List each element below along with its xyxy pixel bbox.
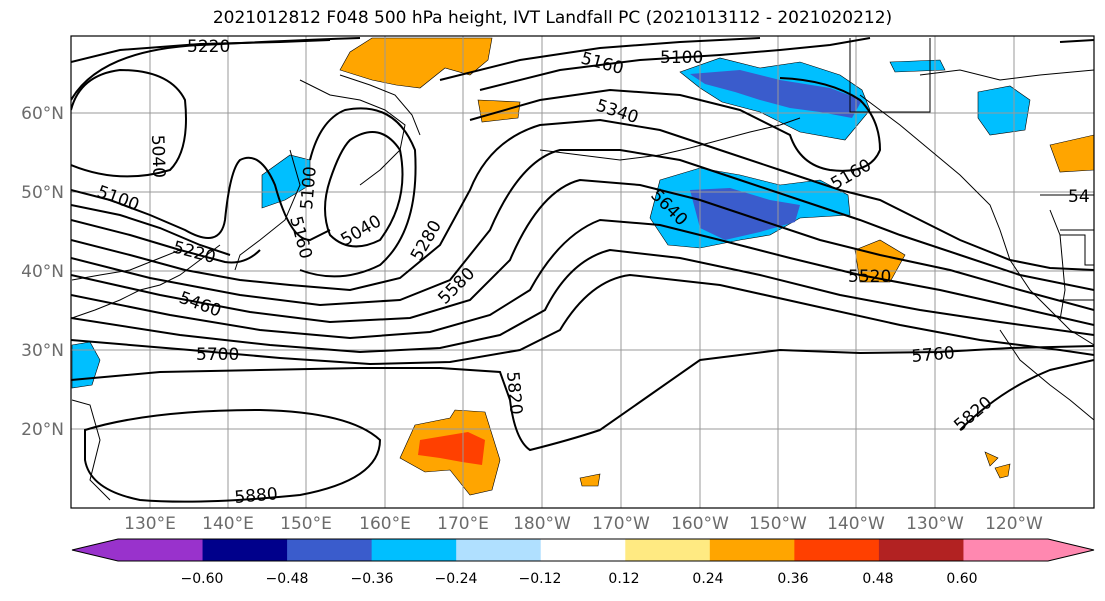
contour-label: 5160 [285, 214, 316, 261]
map-panel: 5220 5160 5100 5040 5100 5220 5460 5160 … [71, 36, 1094, 508]
anomaly-positive [579, 473, 601, 487]
contour-label: 5220 [171, 238, 218, 269]
anomaly-positive [339, 37, 493, 89]
lon-label: 140°W [827, 514, 885, 534]
contour-label: 5100 [660, 48, 703, 68]
colorbar-tick: −0.24 [434, 571, 478, 587]
colorbar-segment [625, 539, 711, 561]
colorbar-tick: 0.48 [862, 571, 894, 587]
colorbar-tick: 0.60 [946, 571, 978, 587]
lon-label: 160°E [359, 514, 411, 534]
anomaly-negative [71, 341, 101, 389]
colorbar-segment [709, 539, 795, 561]
colorbar-tick: −0.36 [350, 571, 394, 587]
map-title: 2021012812 F048 500 hPa height, IVT Land… [212, 8, 893, 28]
contour-label: 54 [1068, 187, 1090, 207]
lat-label: 50°N [21, 183, 64, 203]
lon-label: 150°W [749, 514, 807, 534]
map-frame [70, 35, 1095, 509]
anomaly-negative [889, 59, 946, 73]
colorbar-segment [287, 539, 373, 561]
colorbar-segment [794, 539, 880, 561]
colorbar-segment [202, 539, 288, 561]
colorbar-tick: −0.60 [180, 571, 224, 587]
anomaly-positive [1049, 134, 1094, 173]
contour-label: 5700 [196, 345, 239, 365]
colorbar-segment [118, 539, 204, 561]
anomaly-strong-negative [690, 70, 862, 118]
anomaly-negative [261, 154, 311, 209]
contour-label: 5160 [579, 49, 626, 80]
lon-label: 150°E [280, 514, 332, 534]
colorbar-tick: 0.24 [692, 571, 724, 587]
contour-label: 5040 [147, 134, 168, 178]
lat-label: 40°N [21, 262, 64, 282]
colorbar-outline [71, 538, 1095, 562]
contour-label: 5760 [911, 343, 956, 367]
anomaly-positive [984, 451, 1011, 479]
height-contours [71, 37, 1094, 503]
colorbar-tick: −0.48 [265, 571, 309, 587]
anomaly-negative [977, 85, 1031, 136]
colorbar-segment [371, 539, 457, 561]
lat-label: 20°N [21, 420, 64, 440]
coastlines [71, 38, 1094, 501]
lon-label: 120°W [985, 514, 1043, 534]
contour-label: 5160 [828, 155, 875, 194]
colorbar-segment [963, 539, 1049, 561]
lon-label: 130°W [906, 514, 964, 534]
colorbar-segment [540, 539, 626, 561]
lon-label: 170°W [592, 514, 650, 534]
colorbar [71, 538, 1095, 562]
colorbar-segment [878, 539, 964, 561]
colorbar-tick: 0.36 [777, 571, 809, 587]
colorbar-segment [456, 539, 542, 561]
contour-labels: 5220 5160 5100 5040 5100 5220 5460 5160 … [94, 37, 1089, 508]
colorbar-extend-low [72, 539, 118, 561]
contour-label: 5100 [297, 166, 321, 211]
contour-label: 5040 [338, 211, 385, 250]
lon-label: 160°W [671, 514, 729, 534]
lat-label: 60°N [21, 104, 64, 124]
anomaly-strong-positive [418, 432, 485, 465]
colorbar-tick: 0.12 [608, 571, 640, 587]
graticule [71, 36, 1094, 508]
colorbar-tick: −0.12 [518, 571, 562, 587]
contour-label: 5880 [234, 484, 279, 508]
colorbar-extend-high [1048, 539, 1094, 561]
lon-label: 130°E [124, 514, 176, 534]
contour-label: 5280 [407, 217, 446, 264]
lon-label: 170°E [437, 514, 489, 534]
contour-label: 5520 [848, 267, 891, 287]
contour-label: 5220 [187, 37, 230, 57]
lon-label: 140°E [202, 514, 254, 534]
lon-label: 180°W [513, 514, 571, 534]
contour-label: 5820 [502, 371, 526, 416]
lat-label: 30°N [21, 341, 64, 361]
